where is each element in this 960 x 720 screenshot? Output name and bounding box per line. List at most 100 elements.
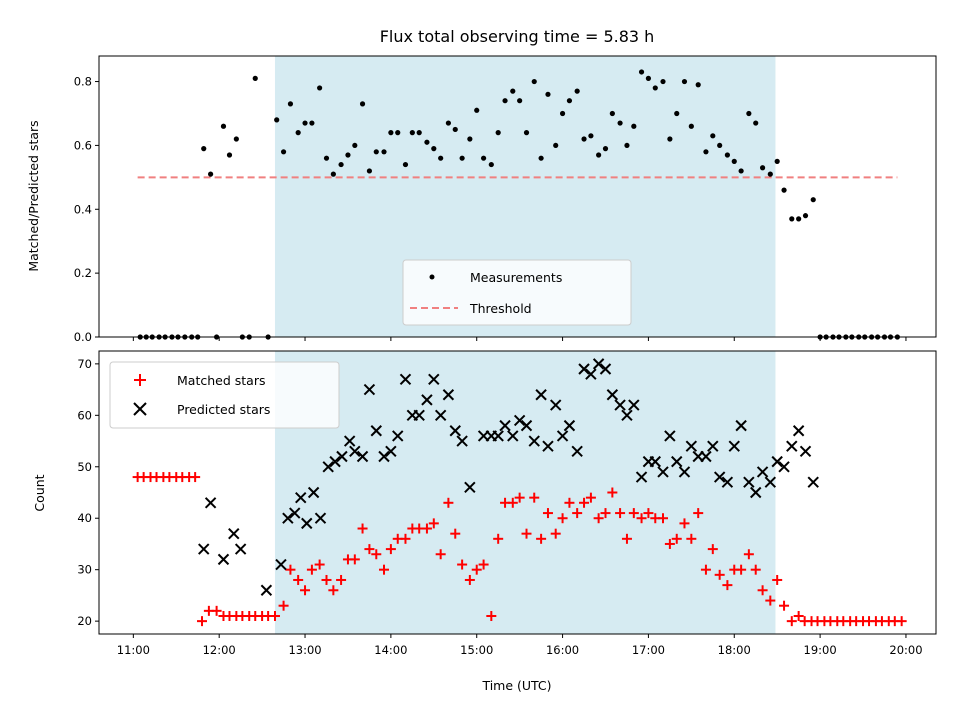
- matched-star-point: [693, 508, 704, 519]
- measurement-point: [252, 75, 258, 81]
- predicted-star-point: [456, 435, 468, 447]
- top-panel: 0.00.20.40.60.8 Matched/Predicted stars …: [26, 55, 937, 344]
- chart-title: Flux total observing time = 5.83 h: [380, 27, 655, 46]
- predicted-star-point: [442, 389, 455, 401]
- matched-star-point: [471, 564, 482, 575]
- predicted-star-point: [349, 445, 361, 458]
- measurement-point: [746, 110, 752, 117]
- matched-star-point: [628, 508, 639, 519]
- predicted-star-point: [314, 512, 327, 524]
- measurement-point: [424, 139, 430, 145]
- measurement-point: [695, 82, 701, 88]
- matched-star-point: [421, 523, 432, 534]
- matched-star-point: [585, 492, 596, 503]
- predicted-star-point: [750, 486, 762, 499]
- measurement-point: [652, 85, 658, 91]
- matched-star-point: [478, 559, 489, 570]
- predicted-star-point: [499, 419, 511, 432]
- x-tick-label: 20:00: [889, 643, 922, 657]
- top-y-axis-label: Matched/Predicted stars: [26, 120, 41, 271]
- matched-star-point: [493, 533, 504, 544]
- matched-star-point: [364, 544, 375, 555]
- predicted-star-point: [721, 476, 734, 488]
- predicted-star-point: [635, 471, 648, 483]
- matched-star-point: [443, 497, 454, 508]
- measurement-point: [208, 171, 214, 177]
- predicted-star-point: [621, 409, 633, 422]
- matched-star-point: [428, 518, 439, 529]
- predicted-star-point: [343, 435, 356, 447]
- x-axis-label: Time (UTC): [481, 678, 551, 693]
- predicted-star-point: [657, 466, 669, 478]
- predicted-star-point: [671, 455, 683, 468]
- measurement-point: [330, 171, 336, 177]
- measurement-point: [474, 107, 480, 113]
- x-tick-label: 13:00: [288, 643, 321, 657]
- predicted-star-point: [563, 419, 576, 432]
- measurement-point: [201, 146, 207, 152]
- measurement-point: [431, 146, 437, 152]
- predicted-star-point: [307, 486, 320, 499]
- measurement-point: [220, 123, 227, 129]
- x-tick-label: 16:00: [546, 643, 579, 657]
- matched-star-point: [615, 508, 626, 519]
- measurement-point: [609, 110, 615, 117]
- measurement-point: [317, 85, 323, 91]
- predicted-star-point: [556, 430, 569, 442]
- matched-star-point: [357, 523, 368, 534]
- matched-star-point: [557, 513, 568, 524]
- predicted-star-point: [399, 373, 412, 386]
- predicted-star-point: [295, 491, 307, 504]
- predicted-star-point: [492, 430, 504, 442]
- predicted-star-point: [198, 543, 210, 555]
- legend-threshold-label: Threshold: [469, 301, 532, 316]
- predicted-star-point: [713, 471, 726, 483]
- matched-star-point: [707, 544, 718, 555]
- matched-star-point: [572, 508, 583, 519]
- measurement-point: [395, 130, 401, 136]
- predicted-star-point: [678, 466, 691, 478]
- measurement-point: [366, 168, 373, 174]
- matched-star-point: [450, 528, 461, 539]
- measurement-point: [588, 133, 594, 139]
- measurement-point: [309, 120, 315, 126]
- matched-star-point: [772, 574, 783, 585]
- matched-star-point: [679, 518, 690, 529]
- predicted-star-point: [649, 455, 661, 468]
- measurement-point: [323, 155, 330, 161]
- matched-star-point: [896, 616, 907, 627]
- matched-star-point: [536, 533, 547, 544]
- matched-star-point: [385, 544, 396, 555]
- matched-star-point: [686, 533, 697, 544]
- measurement-point: [295, 130, 301, 136]
- measurement-point: [810, 197, 816, 203]
- measurement-point: [566, 98, 573, 104]
- measurement-point: [274, 117, 280, 123]
- matched-star-point: [336, 574, 347, 585]
- matched-star-point: [514, 492, 525, 503]
- measurement-point: [602, 146, 609, 152]
- matched-star-point: [211, 605, 222, 616]
- x-tick-label: 11:00: [117, 643, 150, 657]
- bottom-y-axis-label: Count: [32, 474, 47, 511]
- matched-star-point: [285, 564, 296, 575]
- predicted-star-point: [707, 440, 719, 452]
- measurement-point: [774, 158, 780, 164]
- predicted-star-point: [385, 445, 397, 458]
- matched-star-point: [321, 574, 332, 585]
- predicted-star-point: [664, 430, 676, 442]
- measurement-point: [731, 158, 737, 164]
- predicted-star-point: [464, 481, 476, 494]
- matched-star-point: [579, 497, 590, 508]
- matched-star-point: [457, 559, 468, 570]
- measurement-point: [703, 149, 709, 155]
- matched-star-point: [786, 616, 797, 627]
- matched-star-point: [664, 538, 675, 549]
- y-tick-label: 30: [77, 563, 92, 577]
- matched-star-point: [542, 508, 553, 519]
- matched-star-point: [464, 574, 475, 585]
- x-tick-label: 12:00: [203, 643, 236, 657]
- bottom-legend-box: [109, 361, 340, 429]
- measurement-point: [510, 88, 516, 94]
- predicted-star-point: [792, 425, 805, 437]
